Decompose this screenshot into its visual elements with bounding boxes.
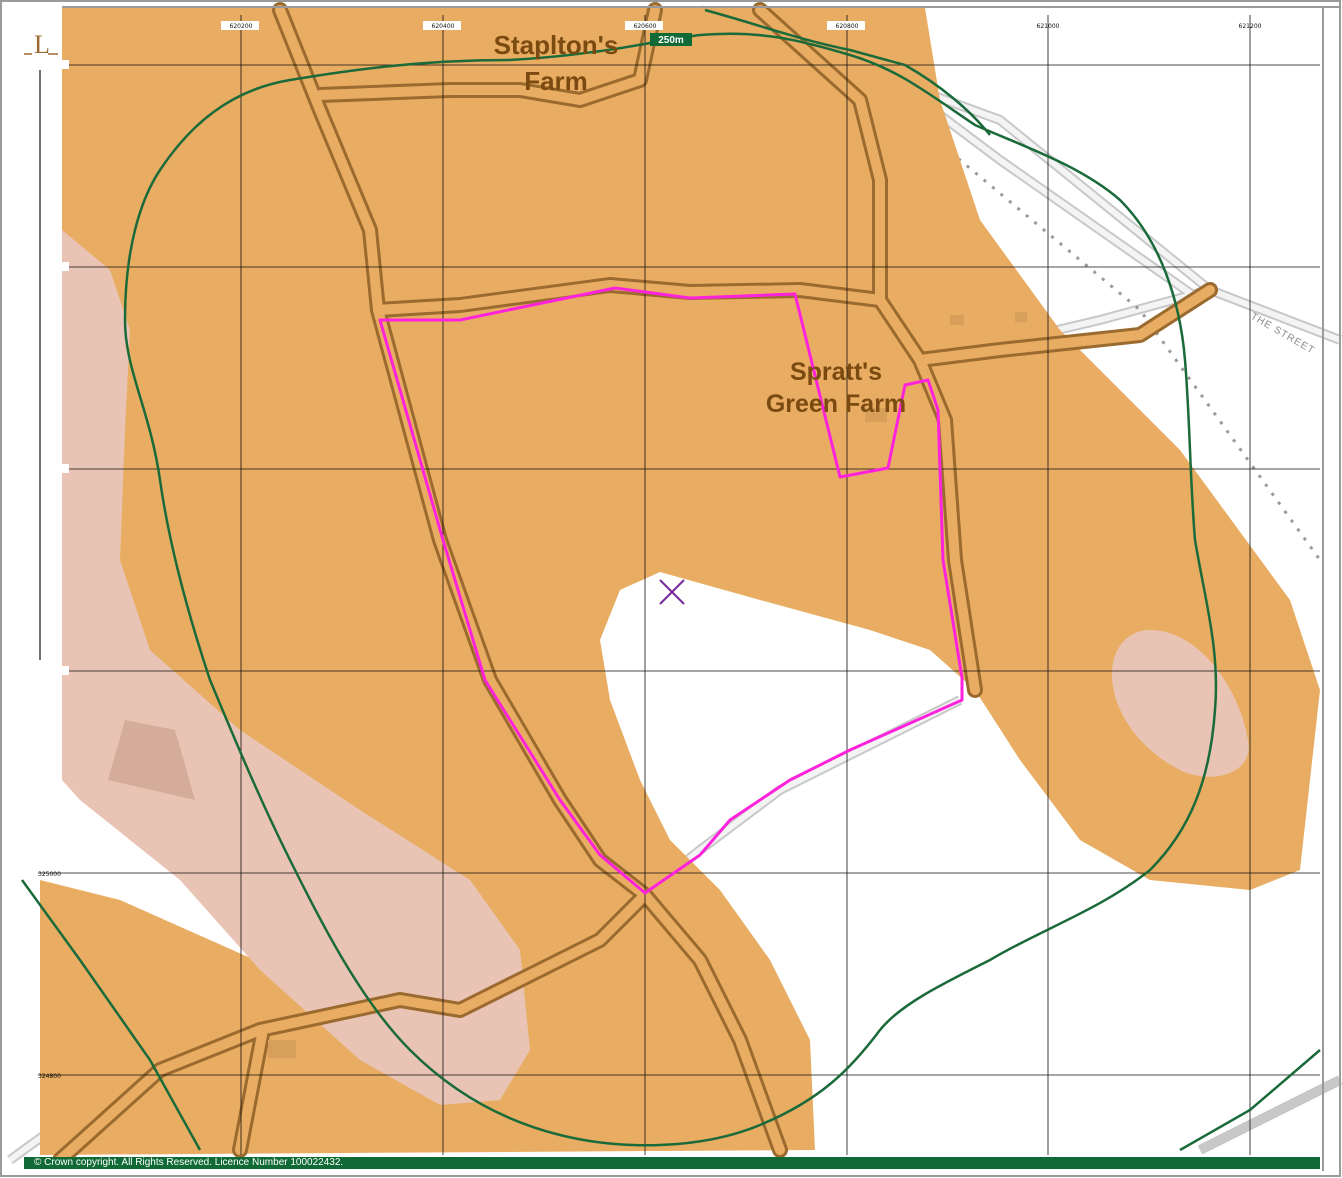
margin-ticks [55, 60, 69, 675]
scale-bar [650, 33, 692, 46]
farm-buildings [268, 312, 1027, 1058]
left-margin [0, 0, 62, 750]
grid-label-top: 620800 [836, 23, 859, 30]
brown-roads-fill [55, 5, 1215, 1165]
grid-label-left: 324800 [38, 1073, 61, 1080]
place-label-spratt-2: Green Farm [766, 390, 906, 418]
building-footprint [108, 720, 195, 800]
grid-labels-top: 620200 620400 620600 620800 621000 62120… [221, 21, 1262, 30]
grid-label-top: 620600 [634, 23, 657, 30]
site-boundary [378, 286, 964, 895]
grid-label-top: 620200 [230, 23, 253, 30]
grid-lines [38, 15, 1320, 1155]
grid-label-top: 621000 [1037, 23, 1060, 30]
buffer-boundary-250m [123, 32, 1218, 1147]
corner-mark: L [34, 30, 50, 59]
zone-orange [40, 8, 1320, 1155]
place-label-spratt-1: Spratt's [790, 358, 882, 386]
grid-label-left: 325000 [38, 871, 61, 878]
copyright-text: © Crown copyright. All Rights Reserved. … [34, 1157, 344, 1168]
grid-label-top: 620400 [432, 23, 455, 30]
scale-bar-label: 250m [658, 35, 684, 46]
grid-label-top: 621200 [1239, 23, 1262, 30]
place-label-staplton-2: Farm [524, 66, 588, 96]
site-centre-marker [659, 579, 685, 605]
right-border [1322, 6, 1324, 1171]
top-border [62, 6, 1340, 8]
copyright-banner: © Crown copyright. All Rights Reserved. … [24, 1157, 1320, 1169]
place-label-staplton-1: Staplton's [494, 30, 619, 60]
zone-pink-west [62, 230, 530, 1105]
buffer-outer-lines [20, 8, 1321, 1152]
